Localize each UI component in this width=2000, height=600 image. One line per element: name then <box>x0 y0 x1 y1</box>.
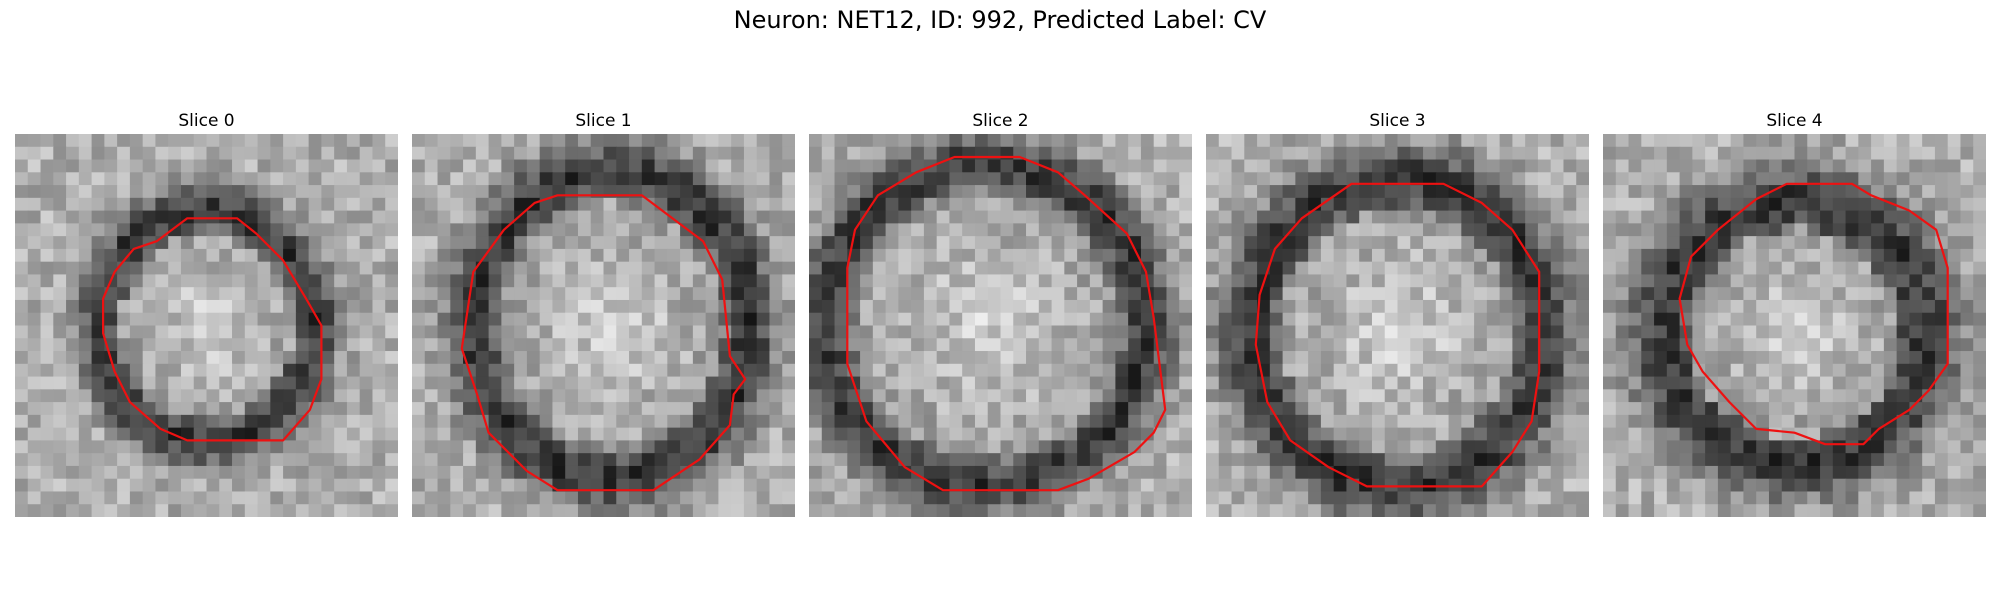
slice-panel-4: Slice 4 <box>1603 108 1986 517</box>
slice-panel-3: Slice 3 <box>1206 108 1589 517</box>
figure-title: Neuron: NET12, ID: 992, Predicted Label:… <box>733 6 1267 34</box>
slice-panel-2: Slice 2 <box>809 108 1192 517</box>
slice-image <box>412 134 795 517</box>
segmentation-contour <box>101 217 323 442</box>
slice-image <box>15 134 398 517</box>
slice-title: Slice 1 <box>575 111 632 131</box>
slice-image <box>809 134 1192 517</box>
segmentation-contour <box>460 194 747 492</box>
segmentation-contour <box>846 155 1167 492</box>
slice-title: Slice 4 <box>1766 111 1823 131</box>
slice-panel-1: Slice 1 <box>412 108 795 517</box>
slice-title: Slice 2 <box>972 111 1029 131</box>
slice-panel-0: Slice 0 <box>15 108 398 517</box>
slice-title: Slice 0 <box>178 111 235 131</box>
slice-image <box>1603 134 1986 517</box>
slice-title: Slice 3 <box>1369 111 1426 131</box>
slice-image <box>1206 134 1589 517</box>
segmentation-contour <box>1254 182 1541 488</box>
segmentation-contour <box>1678 182 1949 446</box>
